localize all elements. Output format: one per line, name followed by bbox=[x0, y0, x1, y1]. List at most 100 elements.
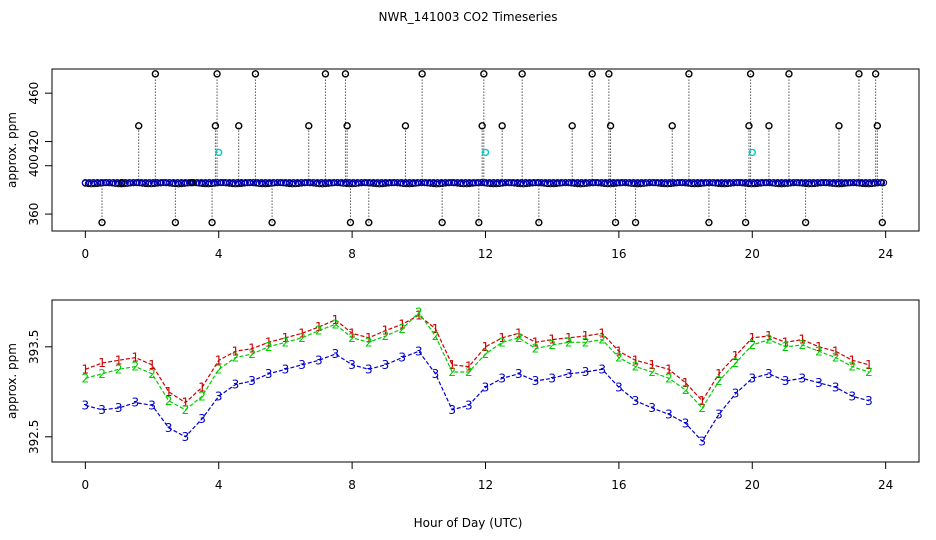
mean-point bbox=[725, 179, 734, 187]
mean-point bbox=[689, 179, 698, 187]
series-2-line bbox=[85, 311, 870, 411]
series-1-marker: 1 bbox=[215, 353, 223, 367]
mean-point bbox=[585, 179, 594, 187]
mean-point bbox=[565, 179, 574, 187]
mean-point bbox=[141, 179, 149, 187]
mean-point bbox=[149, 179, 157, 187]
mean-point bbox=[229, 179, 238, 187]
series-2-marker: 2 bbox=[615, 351, 623, 365]
chart-title: NWR_141003 CO2 Timeseries bbox=[379, 10, 558, 24]
mean-point bbox=[185, 179, 193, 187]
mean-point bbox=[249, 179, 258, 187]
series-2-marker: 2 bbox=[565, 335, 573, 349]
mean-point bbox=[669, 179, 678, 187]
outlier-point bbox=[745, 122, 753, 130]
mean-point bbox=[233, 179, 242, 187]
series-2-marker: 2 bbox=[698, 401, 706, 415]
series-3-marker: 3 bbox=[498, 371, 506, 385]
mean-point bbox=[866, 179, 874, 187]
mean-point bbox=[733, 179, 742, 187]
mean-point bbox=[798, 179, 806, 187]
outlier-point bbox=[235, 122, 243, 130]
series-3-marker: 3 bbox=[732, 387, 740, 401]
series-3-marker: 3 bbox=[415, 344, 423, 358]
mean-point bbox=[321, 179, 330, 187]
mean-point bbox=[413, 179, 422, 187]
mean-point bbox=[289, 179, 298, 187]
outlier-point bbox=[188, 178, 196, 187]
outlier-point bbox=[668, 122, 676, 130]
mean-point bbox=[377, 179, 386, 187]
series-1-marker: 1 bbox=[132, 351, 140, 365]
top-x-tick-label: 20 bbox=[745, 247, 760, 261]
series-3-marker: 3 bbox=[615, 380, 623, 394]
series-1-marker: 1 bbox=[848, 353, 856, 367]
x-axis-title: Hour of Day (UTC) bbox=[414, 516, 523, 530]
series-1-marker: 1 bbox=[698, 394, 706, 408]
outlier-point bbox=[631, 218, 640, 227]
series-1-marker: 1 bbox=[365, 331, 373, 345]
mean-point bbox=[93, 179, 101, 187]
mean-point bbox=[737, 179, 746, 187]
series-2-marker: 2 bbox=[782, 340, 790, 354]
mean-point bbox=[545, 179, 554, 187]
top-x-tick-label: 16 bbox=[611, 247, 626, 261]
series-3-marker: 3 bbox=[448, 403, 456, 417]
series-2-marker: 2 bbox=[165, 394, 173, 408]
top-y-tick-label: 420 bbox=[27, 130, 41, 153]
mean-point bbox=[241, 179, 250, 187]
mean-point bbox=[870, 179, 878, 187]
top-y-tick-label: 360 bbox=[27, 203, 41, 226]
top-y-axis-title: approx. ppm bbox=[5, 112, 19, 188]
mean-point bbox=[766, 179, 774, 187]
mean-point bbox=[750, 179, 758, 187]
series-3-marker: 3 bbox=[598, 362, 606, 376]
mean-point bbox=[601, 179, 610, 187]
mean-point bbox=[425, 179, 434, 187]
series-1-marker: 1 bbox=[815, 340, 823, 354]
mean-point bbox=[641, 179, 650, 187]
bottom-y-tick-label: 392.5 bbox=[27, 420, 41, 454]
mean-point bbox=[369, 179, 378, 187]
series-1-marker: 1 bbox=[165, 385, 173, 399]
mean-point bbox=[305, 179, 314, 187]
series-1-line bbox=[85, 314, 870, 404]
mean-point bbox=[257, 179, 266, 187]
outlier-point bbox=[705, 218, 713, 227]
outlier-point bbox=[268, 218, 276, 227]
series-1-marker: 1 bbox=[82, 362, 90, 376]
series-1-marker: 1 bbox=[565, 331, 573, 345]
top-y-tick-label: 400 bbox=[27, 154, 41, 177]
series-2-marker: 2 bbox=[82, 371, 90, 385]
outlier-point bbox=[685, 70, 693, 78]
outlier-point bbox=[478, 122, 486, 130]
mean-point bbox=[101, 179, 109, 187]
mean-point bbox=[201, 179, 209, 187]
series-3-marker: 3 bbox=[315, 353, 323, 367]
series-2-marker: 2 bbox=[865, 365, 873, 379]
series-2-marker: 2 bbox=[648, 365, 656, 379]
mean-point bbox=[673, 179, 682, 187]
series-2-marker: 2 bbox=[398, 322, 406, 336]
mean-point bbox=[153, 179, 161, 187]
mean-point bbox=[701, 179, 710, 187]
mean-point bbox=[397, 179, 406, 187]
mean-point bbox=[834, 179, 842, 187]
top-x-tick-label: 24 bbox=[878, 247, 893, 261]
series-2-marker: 2 bbox=[748, 338, 756, 352]
mean-point bbox=[561, 179, 570, 187]
mean-point bbox=[509, 179, 518, 187]
series-3-marker: 3 bbox=[482, 380, 490, 394]
series-1-marker: 1 bbox=[448, 358, 456, 372]
mean-point bbox=[161, 179, 169, 187]
mean-point bbox=[157, 179, 165, 187]
outlier-point bbox=[785, 70, 793, 78]
series-1-marker: 1 bbox=[798, 333, 806, 347]
outlier-point bbox=[118, 178, 126, 187]
mean-point bbox=[237, 179, 246, 187]
outlier-point bbox=[418, 70, 426, 78]
cyan-point bbox=[748, 148, 756, 157]
mean-point bbox=[133, 179, 141, 187]
mean-point bbox=[433, 179, 442, 187]
mean-point bbox=[385, 179, 394, 187]
